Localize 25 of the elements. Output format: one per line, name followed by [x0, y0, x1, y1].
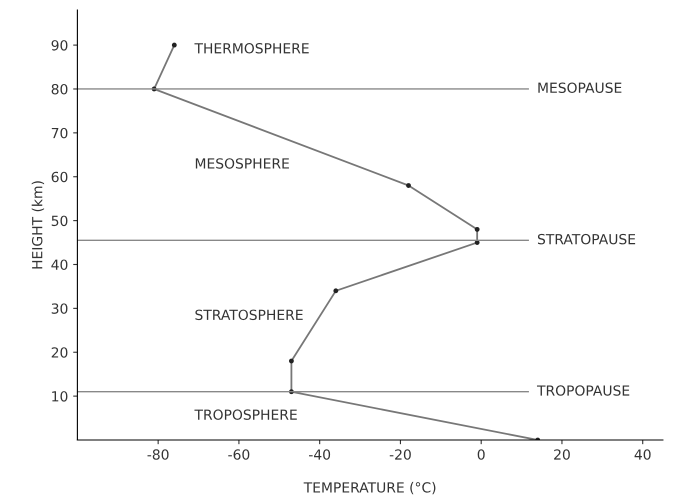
- annotation: TROPOSPHERE: [194, 409, 297, 420]
- y-tick-label: 50: [52, 216, 68, 226]
- y-tick-label: 80: [52, 84, 68, 94]
- x-tick-label: -60: [228, 449, 250, 460]
- x-tick-label: -40: [309, 449, 330, 460]
- y-tick-label: 20: [52, 347, 68, 358]
- annotation: STRATOSPHERE: [195, 310, 303, 320]
- y-axis-title: HEIGHT (km): [32, 181, 44, 269]
- ref-line-label: MESOPAUSE: [538, 82, 622, 94]
- ref-line-label: TROPOPAUSE: [536, 385, 630, 396]
- annotation: THERMOSPHERE: [194, 43, 309, 54]
- y-tick-label: 10: [52, 391, 68, 402]
- y-tick-label: 40: [51, 259, 68, 270]
- ref-line-label: STRATOPAUSE: [538, 234, 636, 244]
- x-tick-label: -20: [390, 449, 411, 460]
- x-tick-label: -80: [147, 449, 169, 460]
- x-tick-label: 20: [554, 449, 570, 460]
- y-tick-label: 60: [52, 172, 68, 182]
- y-tick-label: 30: [52, 303, 68, 314]
- y-tick-label: 90: [52, 40, 68, 51]
- y-tick-label: 70: [52, 128, 68, 138]
- x-tick-label: 40: [634, 449, 651, 460]
- x-axis-title: TEMPERATURE (°C): [304, 482, 436, 494]
- annotation: MESOSPHERE: [196, 158, 289, 169]
- x-tick-label: 0: [478, 449, 485, 460]
